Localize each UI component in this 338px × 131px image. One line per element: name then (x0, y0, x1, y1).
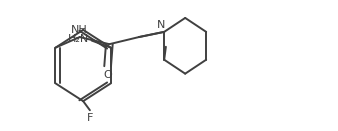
Text: N: N (157, 20, 166, 29)
Text: F: F (87, 113, 93, 123)
Text: O: O (103, 70, 112, 80)
Text: NH: NH (71, 25, 88, 35)
Text: H₂N: H₂N (67, 34, 89, 44)
